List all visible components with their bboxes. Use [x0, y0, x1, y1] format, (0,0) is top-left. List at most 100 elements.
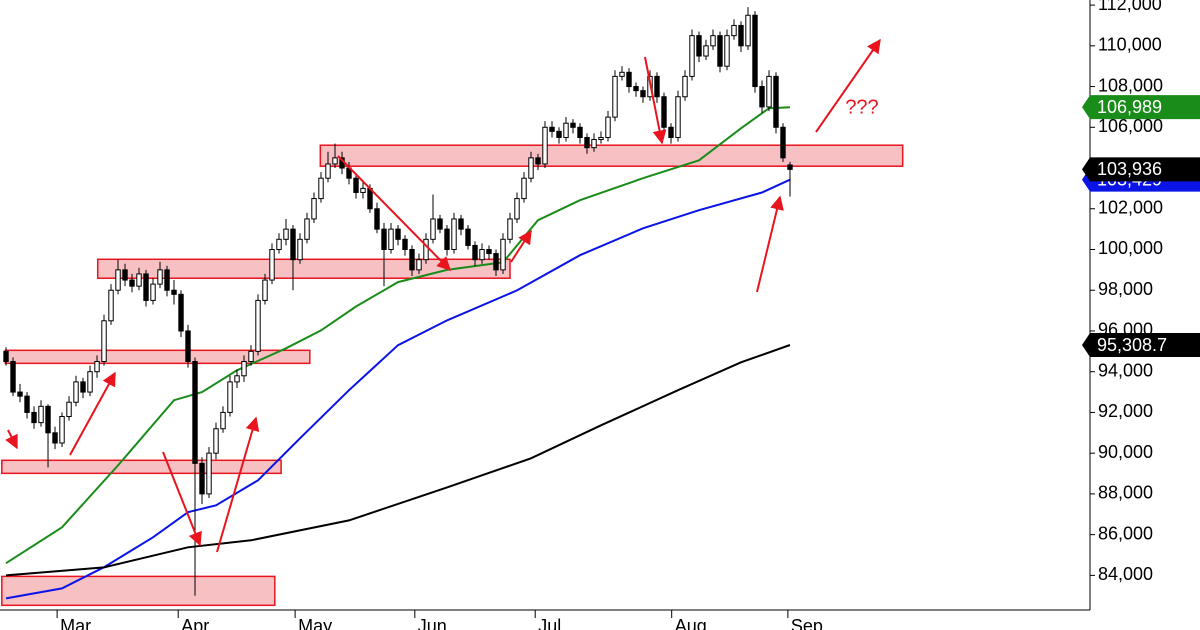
candle [276, 233, 282, 254]
candle [549, 121, 555, 138]
candle-body [703, 45, 709, 57]
candle [402, 235, 408, 256]
candle-body [514, 198, 520, 220]
candle [654, 72, 660, 103]
candle [633, 82, 639, 97]
moving-average-line [5, 106, 791, 565]
y-tick-label: 90,000 [1098, 442, 1153, 462]
arrow [69, 371, 116, 456]
candle [24, 392, 30, 419]
candle [178, 290, 184, 338]
candle-body [409, 248, 415, 271]
candle [640, 86, 646, 103]
arrows [5, 38, 881, 553]
candle-body [395, 228, 401, 240]
candle [472, 241, 478, 266]
candle [451, 212, 457, 254]
candle [297, 233, 303, 264]
candle-body [535, 157, 541, 165]
candle-body [227, 381, 233, 413]
candle [507, 212, 513, 244]
candle [682, 70, 688, 101]
arrow [510, 229, 532, 263]
candle [458, 214, 464, 236]
candle [171, 280, 177, 305]
candle [514, 192, 520, 224]
candle [360, 182, 366, 199]
candle [374, 202, 380, 234]
moving-average-line [5, 178, 791, 600]
candle [3, 347, 9, 366]
candle-body [563, 122, 569, 138]
candle-body [304, 218, 310, 240]
candle-body [73, 381, 79, 403]
candle-body [661, 96, 667, 128]
candle-body [549, 126, 555, 132]
y-tick-label: 92,000 [1098, 401, 1153, 421]
x-tick-label: Jul [538, 616, 561, 630]
candle [591, 133, 597, 152]
candle [773, 72, 779, 134]
candle-body [220, 411, 226, 430]
candle [444, 225, 450, 256]
candle-body [80, 381, 86, 393]
y-tick-label: 102,000 [1098, 198, 1163, 218]
candle-body [423, 238, 429, 261]
candle [388, 223, 394, 254]
candle-body [24, 395, 30, 413]
x-tick-label: Mar [60, 616, 91, 630]
y-tick-label: 106,000 [1098, 116, 1163, 136]
y-tick-label: 94,000 [1098, 360, 1153, 380]
candle-body [472, 244, 478, 261]
candle [381, 223, 387, 287]
candle-body [31, 411, 37, 424]
candle-body [234, 375, 240, 383]
candle-body [780, 126, 786, 159]
candle [563, 117, 569, 142]
candle [325, 151, 331, 183]
candle [206, 447, 212, 498]
candle-body [10, 361, 16, 393]
candle [759, 80, 765, 114]
y-tick-label: 110,000 [1098, 35, 1162, 55]
y-tick-label: 112,000 [1098, 0, 1162, 14]
arrow [162, 451, 202, 547]
candle-body [171, 289, 177, 295]
candle-body [66, 401, 72, 418]
axes: 84,00086,00088,00090,00092,00094,00096,0… [56, 0, 1163, 630]
candle-body [360, 187, 366, 193]
candle [689, 29, 695, 81]
x-tick-label: May [298, 616, 332, 630]
candle-body [633, 86, 639, 92]
candle-body [619, 71, 625, 77]
zone [4, 349, 311, 365]
candle [598, 131, 604, 144]
candle-body [143, 273, 149, 301]
candle [717, 31, 723, 73]
candle [661, 92, 667, 134]
candle-body [507, 218, 513, 240]
last-value-label: 103,936 [1097, 159, 1162, 179]
candle-body [465, 228, 471, 246]
candle [45, 404, 51, 468]
candle-body [157, 269, 163, 285]
candle-body [759, 86, 765, 108]
candle [115, 259, 121, 295]
candle [311, 192, 317, 224]
last-value-tag [1082, 333, 1200, 358]
candle-body [353, 177, 359, 193]
candle-body [521, 177, 527, 200]
candle [696, 31, 702, 63]
moving-average-line [5, 344, 791, 577]
candle-body [528, 157, 534, 179]
y-tick-label: 108,000 [1098, 75, 1163, 95]
candle-body [444, 228, 450, 250]
candle-body [731, 24, 737, 37]
candle-body [738, 24, 744, 47]
candle [675, 90, 681, 142]
candle-body [752, 14, 758, 88]
last-value-label: 95,308.7 [1097, 335, 1167, 355]
candle [612, 70, 618, 122]
candle-body [164, 269, 170, 291]
candle [605, 111, 611, 142]
